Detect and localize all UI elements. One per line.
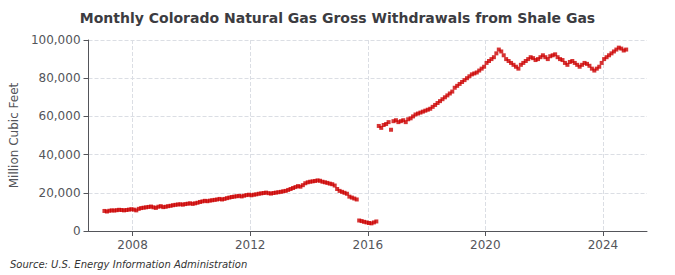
svg-text:0: 0 xyxy=(73,224,81,238)
svg-text:2016: 2016 xyxy=(352,238,383,252)
svg-text:100,000: 100,000 xyxy=(31,33,81,47)
svg-text:Monthly Colorado Natural Gas G: Monthly Colorado Natural Gas Gross Withd… xyxy=(80,10,595,26)
svg-text:2024: 2024 xyxy=(588,238,619,252)
svg-text:Million Cubic Feet: Million Cubic Feet xyxy=(7,82,21,188)
svg-text:2020: 2020 xyxy=(470,238,501,252)
svg-text:2008: 2008 xyxy=(117,238,148,252)
svg-text:2012: 2012 xyxy=(235,238,266,252)
svg-text:40,000: 40,000 xyxy=(39,148,81,162)
svg-text:20,000: 20,000 xyxy=(39,186,81,200)
svg-text:60,000: 60,000 xyxy=(39,109,81,123)
svg-text:80,000: 80,000 xyxy=(39,71,81,85)
svg-text:Source: U.S. Energy Informatio: Source: U.S. Energy Information Administ… xyxy=(10,259,247,270)
